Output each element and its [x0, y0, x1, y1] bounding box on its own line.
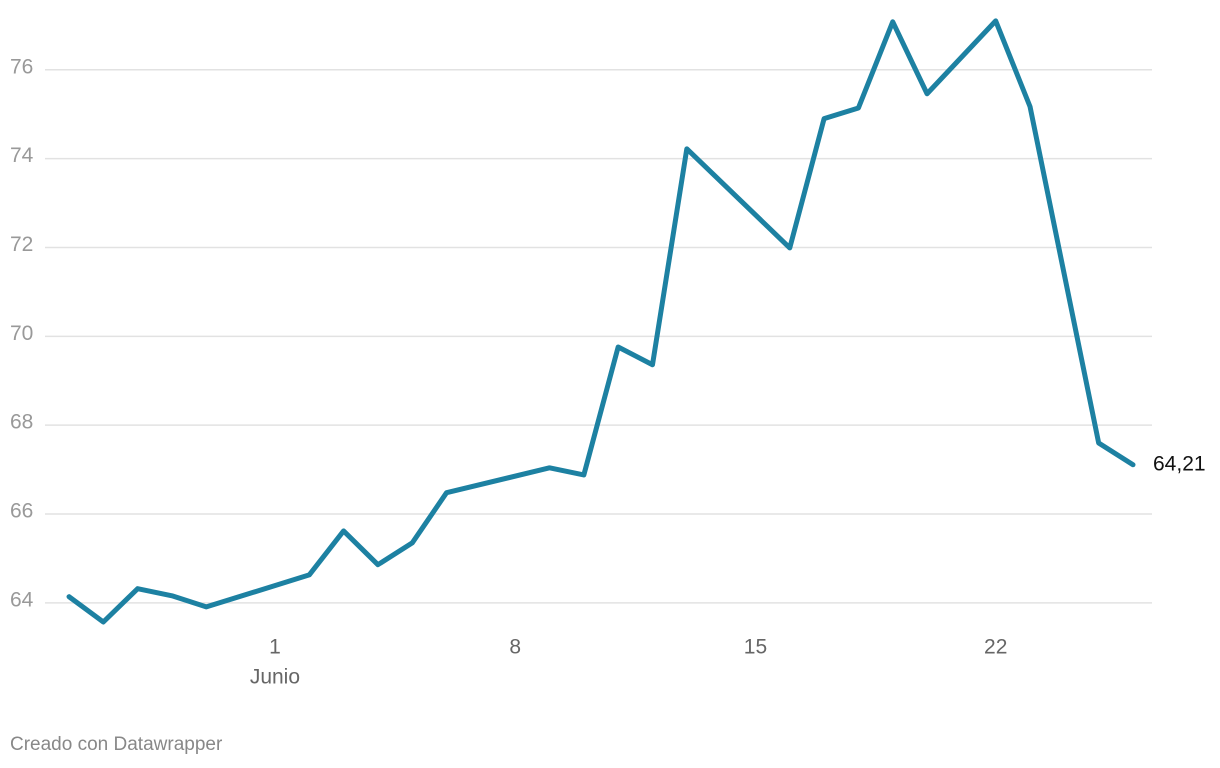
y-tick-label: 72: [10, 233, 33, 256]
y-tick-label: 68: [10, 411, 33, 434]
y-tick-label: 66: [10, 500, 33, 523]
y-tick-label: 76: [10, 55, 33, 78]
credit: Creado con Datawrapper: [10, 734, 223, 755]
x-tick-label: 1: [269, 636, 281, 659]
x-tick-label: 22: [984, 636, 1007, 659]
y-tick-label: 64: [10, 588, 34, 611]
y-tick-label: 74: [10, 144, 34, 167]
x-tick-label: 8: [509, 636, 521, 659]
end-annotation: 64,21: [1153, 452, 1206, 475]
x-tick-label: 15: [744, 636, 767, 659]
data-line: [66, 18, 1136, 625]
x-sublabel: Junio: [250, 666, 300, 689]
y-tick-label: 70: [10, 322, 33, 345]
